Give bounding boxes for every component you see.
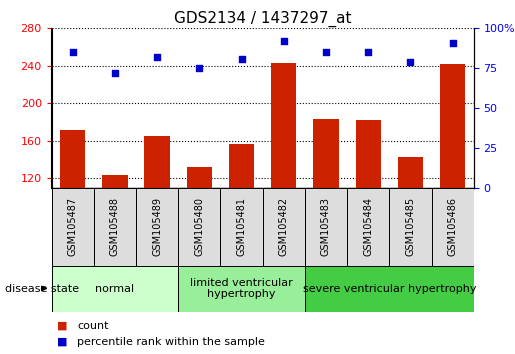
Bar [305,266,474,312]
Bar [136,188,178,266]
Bar [389,188,432,266]
Bar [52,266,178,312]
Text: normal: normal [95,284,134,293]
Point [322,50,330,55]
Point [111,70,119,76]
Bar [178,188,220,266]
Bar [313,119,339,188]
Bar [178,266,305,312]
Bar [229,144,254,188]
Text: GSM105487: GSM105487 [67,197,78,256]
Bar [263,188,305,266]
Text: GSM105489: GSM105489 [152,197,162,256]
Text: disease state: disease state [5,284,79,293]
Bar [52,188,94,266]
Title: GDS2134 / 1437297_at: GDS2134 / 1437297_at [174,11,351,27]
Point [153,54,161,60]
Bar [60,130,85,188]
Text: GSM105486: GSM105486 [448,197,458,256]
Text: percentile rank within the sample: percentile rank within the sample [77,337,265,347]
Text: GSM105485: GSM105485 [405,197,416,256]
Point [364,50,372,55]
Text: GSM105482: GSM105482 [279,197,289,256]
Text: GSM105484: GSM105484 [363,197,373,256]
Bar [347,188,389,266]
Bar [440,64,466,188]
Text: GSM105480: GSM105480 [194,197,204,256]
Text: count: count [77,321,109,331]
Bar [102,175,128,188]
Text: ■: ■ [57,337,67,347]
Point [237,56,246,62]
Point [280,38,288,44]
Bar [398,157,423,188]
Bar [271,63,297,188]
Bar [144,136,170,188]
Text: GSM105481: GSM105481 [236,197,247,256]
Text: GSM105488: GSM105488 [110,197,120,256]
Text: severe ventricular hypertrophy: severe ventricular hypertrophy [303,284,476,293]
Bar [432,188,474,266]
Point [68,50,77,55]
Point [449,40,457,46]
Text: ■: ■ [57,321,67,331]
Bar [94,188,136,266]
Text: GSM105483: GSM105483 [321,197,331,256]
Text: limited ventricular
hypertrophy: limited ventricular hypertrophy [190,278,293,299]
Bar [305,188,347,266]
Point [406,59,415,65]
Bar [220,188,263,266]
Point [195,65,203,71]
Bar [355,120,381,188]
Bar [186,167,212,188]
